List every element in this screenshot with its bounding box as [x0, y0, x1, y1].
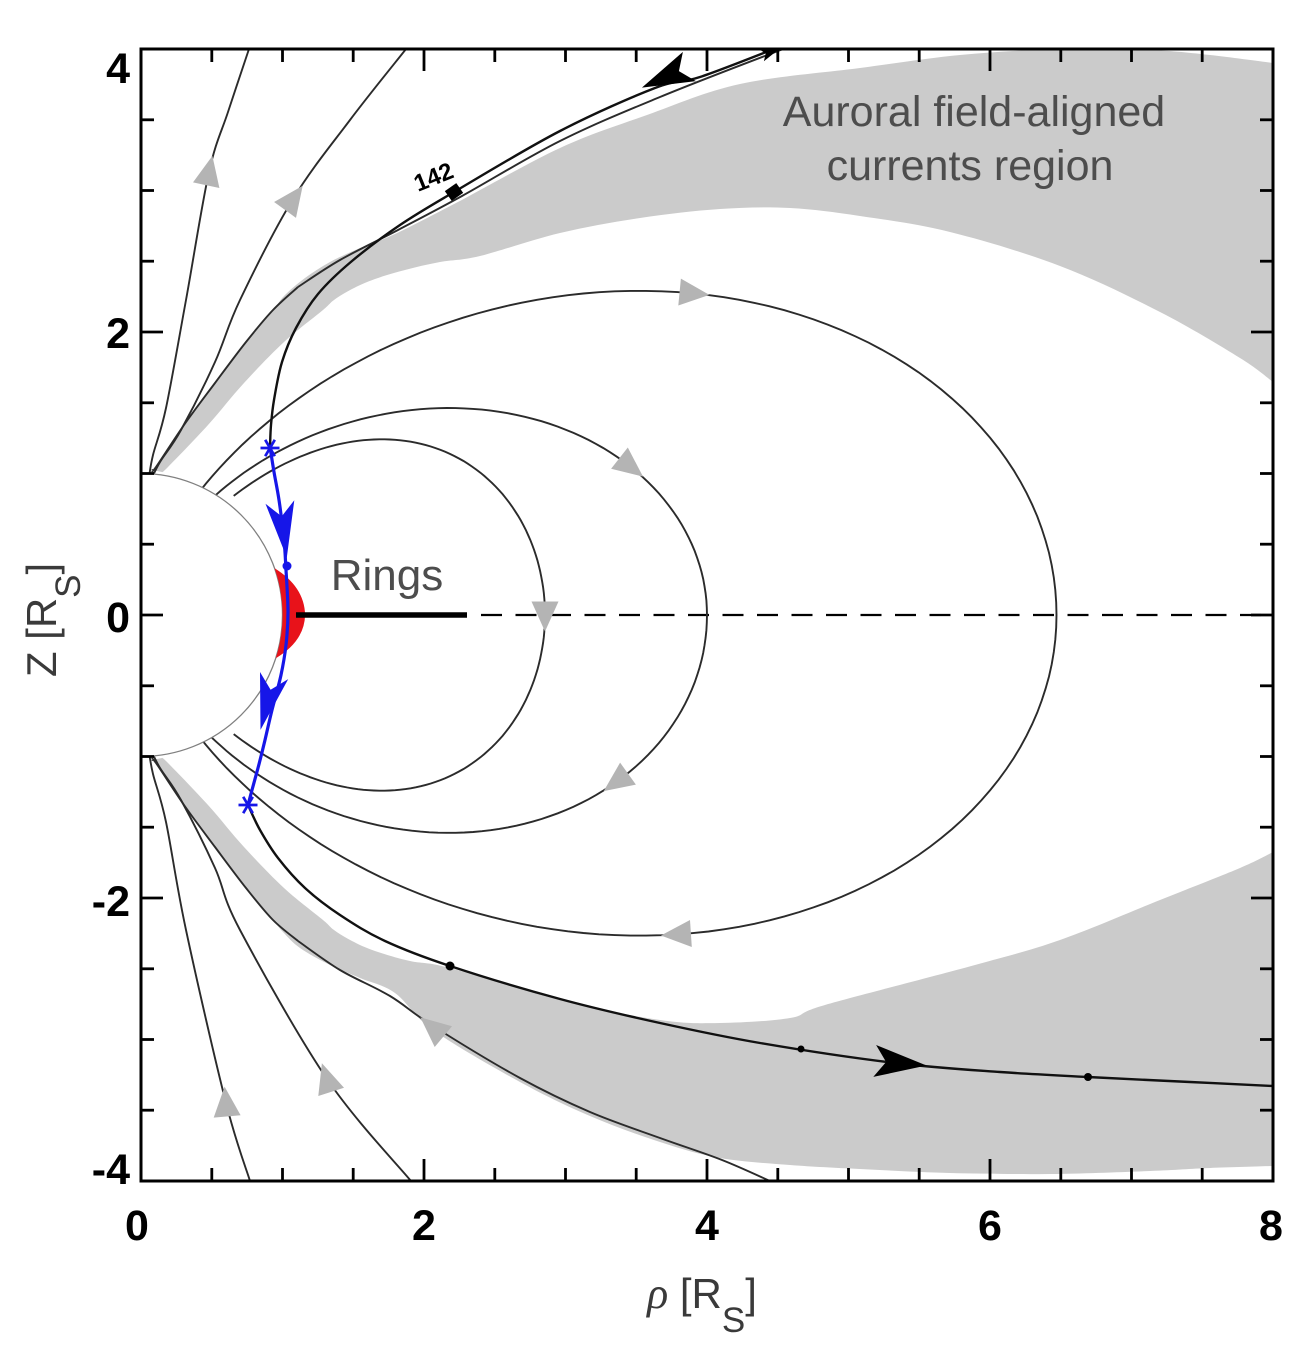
- svg-text:Auroral field-aligned: Auroral field-aligned: [783, 88, 1165, 136]
- svg-text:2: 2: [412, 1202, 436, 1250]
- svg-text:0: 0: [125, 1202, 149, 1250]
- svg-text:2: 2: [106, 310, 130, 358]
- svg-text:8: 8: [1259, 1202, 1283, 1250]
- svg-text:6: 6: [978, 1202, 1002, 1250]
- svg-text:Rings: Rings: [331, 551, 444, 600]
- svg-text:currents region: currents region: [827, 142, 1114, 190]
- svg-text:0: 0: [106, 594, 130, 642]
- svg-text:-2: -2: [92, 878, 130, 926]
- svg-text:-4: -4: [92, 1146, 130, 1194]
- svg-text:4: 4: [695, 1202, 719, 1250]
- svg-text:4: 4: [106, 45, 130, 93]
